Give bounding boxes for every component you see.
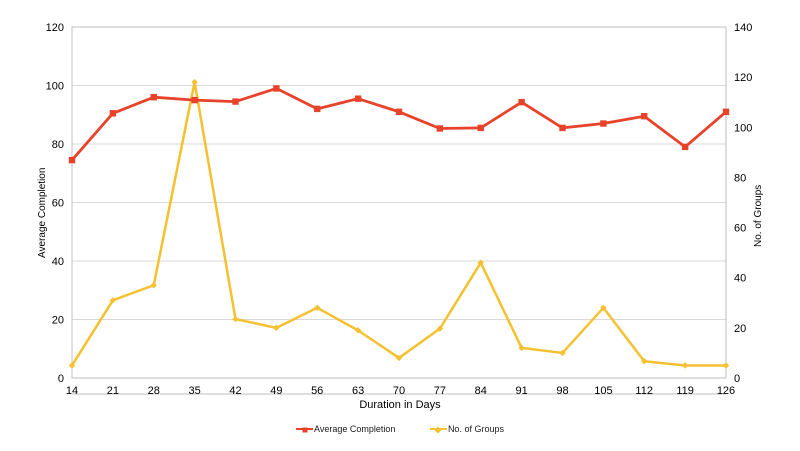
svg-text:42: 42 [229, 385, 241, 397]
svg-text:0: 0 [58, 373, 64, 385]
svg-text:60: 60 [734, 223, 746, 235]
svg-text:120: 120 [734, 72, 752, 84]
svg-text:80: 80 [734, 172, 746, 184]
svg-text:20: 20 [52, 315, 64, 327]
svg-text:40: 40 [52, 256, 64, 268]
svg-text:56: 56 [311, 385, 323, 397]
svg-text:0: 0 [734, 373, 740, 385]
svg-text:20: 20 [734, 323, 746, 335]
svg-text:112: 112 [635, 385, 653, 397]
svg-text:77: 77 [434, 385, 446, 397]
svg-text:60: 60 [52, 198, 64, 210]
svg-text:49: 49 [270, 385, 282, 397]
svg-text:119: 119 [676, 385, 694, 397]
svg-text:35: 35 [188, 385, 200, 397]
svg-text:100: 100 [46, 81, 64, 93]
svg-text:100: 100 [734, 122, 752, 134]
svg-text:63: 63 [352, 385, 364, 397]
svg-text:140: 140 [734, 22, 752, 34]
svg-text:120: 120 [46, 22, 64, 34]
svg-text:91: 91 [515, 385, 527, 397]
svg-text:14: 14 [66, 385, 78, 397]
svg-text:80: 80 [52, 139, 64, 151]
svg-text:98: 98 [556, 385, 568, 397]
svg-text:84: 84 [475, 385, 487, 397]
svg-text:70: 70 [393, 385, 405, 397]
svg-text:126: 126 [717, 385, 735, 397]
svg-text:21: 21 [107, 385, 119, 397]
svg-text:28: 28 [148, 385, 160, 397]
svg-text:40: 40 [734, 273, 746, 285]
svg-text:105: 105 [594, 385, 612, 397]
